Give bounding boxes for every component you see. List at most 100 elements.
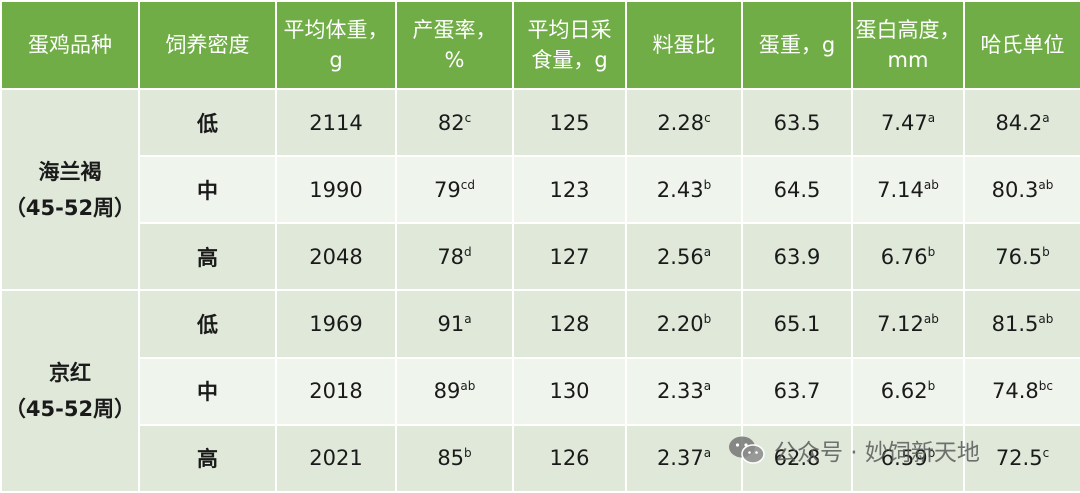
- haugh-unit-value: 80.3: [991, 177, 1039, 202]
- header-egg-weight: 蛋重，g: [741, 0, 853, 90]
- significance-letter: a: [703, 379, 712, 394]
- header-breed: 蛋鸡品种: [0, 0, 140, 90]
- feed-intake-value: 130: [549, 379, 590, 404]
- density-cell: 中: [138, 155, 277, 225]
- haugh-unit-cell: 81.5ab: [963, 289, 1080, 359]
- laying-rate-cell: 91a: [395, 289, 514, 359]
- table-row: 海兰褐 （45-52周）低 2114 82c 125 2.28c 63.5 7.47a 84.2…: [0, 87, 1080, 292]
- breed-name: 京红: [49, 361, 91, 386]
- feed-intake-cell: 127: [512, 222, 627, 292]
- significance-letter: c: [1042, 446, 1050, 461]
- egg-weight-value: 62.8: [773, 446, 821, 471]
- feed-egg-ratio-cell: 2.28c: [625, 87, 743, 158]
- haugh-unit-cell: 84.2a: [963, 87, 1080, 158]
- breed-cell: 海兰褐 （45-52周）: [0, 87, 140, 292]
- avg-weight-value: 2021: [309, 446, 363, 471]
- haugh-unit-value: 76.5: [995, 244, 1043, 269]
- wechat-icon: [728, 435, 766, 465]
- significance-letter: ab: [923, 312, 939, 327]
- significance-letter: a: [464, 312, 472, 327]
- feed-intake-cell: 125: [512, 87, 627, 158]
- egg-weight-cell: 63.5: [741, 87, 853, 158]
- haugh-unit-cell: 80.3ab: [963, 155, 1080, 225]
- density-cell: 低: [138, 289, 277, 359]
- density-cell: 高: [138, 423, 277, 493]
- header-feed-intake: 平均日采 食量，g: [512, 0, 627, 90]
- significance-letter: b: [927, 244, 936, 259]
- avg-weight-cell: 1969: [275, 289, 397, 359]
- haugh-unit-cell: 72.5c: [963, 423, 1080, 493]
- feed-intake-cell: 126: [512, 423, 627, 493]
- albumen-height-cell: 6.59b: [851, 423, 965, 493]
- significance-letter: c: [464, 110, 472, 125]
- egg-weight-value: 63.7: [773, 379, 821, 404]
- density-cell: 高: [138, 222, 277, 292]
- albumen-height-value: 6.59: [880, 446, 928, 471]
- table-row: 高 2048 78d 127 2.56a 63.9 6.76b 76.5b: [1, 222, 1080, 292]
- feed-intake-value: 123: [549, 177, 590, 202]
- laying-rate-value: 85: [437, 446, 465, 471]
- albumen-height-value: 7.47: [880, 110, 928, 135]
- avg-weight-cell: 2114: [275, 87, 397, 158]
- header-avg-weight: 平均体重， g: [275, 0, 397, 90]
- header-haugh-unit: 哈氏单位: [963, 0, 1080, 90]
- feed-egg-ratio-value: 2.37: [656, 446, 704, 471]
- haugh-unit-value: 81.5: [991, 312, 1039, 337]
- header-feed-egg-ratio: 料蛋比: [625, 0, 743, 90]
- header-laying-rate: 产蛋率，%: [395, 0, 514, 90]
- significance-letter: a: [1042, 110, 1050, 125]
- avg-weight-value: 1969: [309, 312, 363, 337]
- albumen-height-cell: 7.14ab: [851, 155, 965, 225]
- haugh-unit-cell: 74.8bc: [963, 356, 1080, 426]
- feed-intake-value: 128: [549, 312, 590, 337]
- egg-weight-value: 63.9: [773, 244, 821, 269]
- significance-letter: bc: [1038, 379, 1053, 394]
- breed-age: （45-52周）: [4, 397, 136, 422]
- feed-egg-ratio-value: 2.33: [656, 379, 704, 404]
- egg-weight-cell: 62.8: [741, 423, 853, 493]
- avg-weight-cell: 2048: [275, 222, 397, 292]
- significance-letter: c: [704, 110, 711, 125]
- feed-egg-ratio-cell: 2.20b: [625, 289, 743, 359]
- significance-letter: ab: [1038, 177, 1054, 192]
- significance-letter: b: [703, 177, 712, 192]
- watermark: 公众号 · 妙饲新天地: [728, 432, 980, 468]
- albumen-height-value: 6.62: [880, 379, 928, 404]
- significance-letter: ab: [460, 379, 476, 394]
- laying-rate-cell: 78d: [395, 222, 514, 292]
- avg-weight-cell: 2018: [275, 356, 397, 426]
- breed-name: 海兰褐: [38, 159, 102, 184]
- avg-weight-value: 2018: [309, 379, 363, 404]
- header-row: 蛋鸡品种 饲养密度 平均体重， g 产蛋率，% 平均日采 食量，g 料蛋比 蛋重，g…: [0, 0, 1080, 90]
- haugh-unit-value: 74.8: [992, 379, 1039, 404]
- albumen-height-value: 7.14: [877, 177, 924, 202]
- haugh-unit-cell: 76.5b: [963, 222, 1080, 292]
- laying-rate-cell: 85b: [395, 423, 514, 493]
- feed-egg-ratio-value: 2.43: [656, 177, 704, 202]
- header-density: 饲养密度: [138, 0, 277, 90]
- feed-intake-cell: 128: [512, 289, 627, 359]
- significance-letter: b: [703, 312, 712, 327]
- breed-cell: 京红 （45-52周）: [0, 289, 140, 493]
- significance-letter: b: [927, 379, 936, 394]
- albumen-height-value: 7.12: [877, 312, 924, 337]
- feed-egg-ratio-cell: 2.33a: [625, 356, 743, 426]
- laying-rate-value: 89: [433, 379, 461, 404]
- albumen-height-cell: 7.12ab: [851, 289, 965, 359]
- egg-weight-value: 64.5: [773, 177, 821, 202]
- significance-letter: ab: [923, 177, 939, 192]
- laying-rate-cell: 79cd: [395, 155, 514, 225]
- table-row: 高 2021 85b 126 2.37a 62.8 6.59b 72.5c: [1, 423, 1080, 493]
- laying-rate-value: 82: [437, 110, 465, 135]
- significance-letter: a: [703, 446, 712, 461]
- haugh-unit-value: 84.2: [995, 110, 1043, 135]
- albumen-height-cell: 6.62b: [851, 356, 965, 426]
- feed-egg-ratio-value: 2.56: [656, 244, 704, 269]
- albumen-height-cell: 6.76b: [851, 222, 965, 292]
- significance-letter: a: [927, 110, 936, 125]
- significance-letter: b: [927, 446, 936, 461]
- laying-rate-value: 79: [434, 177, 461, 202]
- feed-egg-ratio-cell: 2.37a: [625, 423, 743, 493]
- significance-letter: ab: [1038, 312, 1054, 327]
- egg-weight-cell: 65.1: [741, 289, 853, 359]
